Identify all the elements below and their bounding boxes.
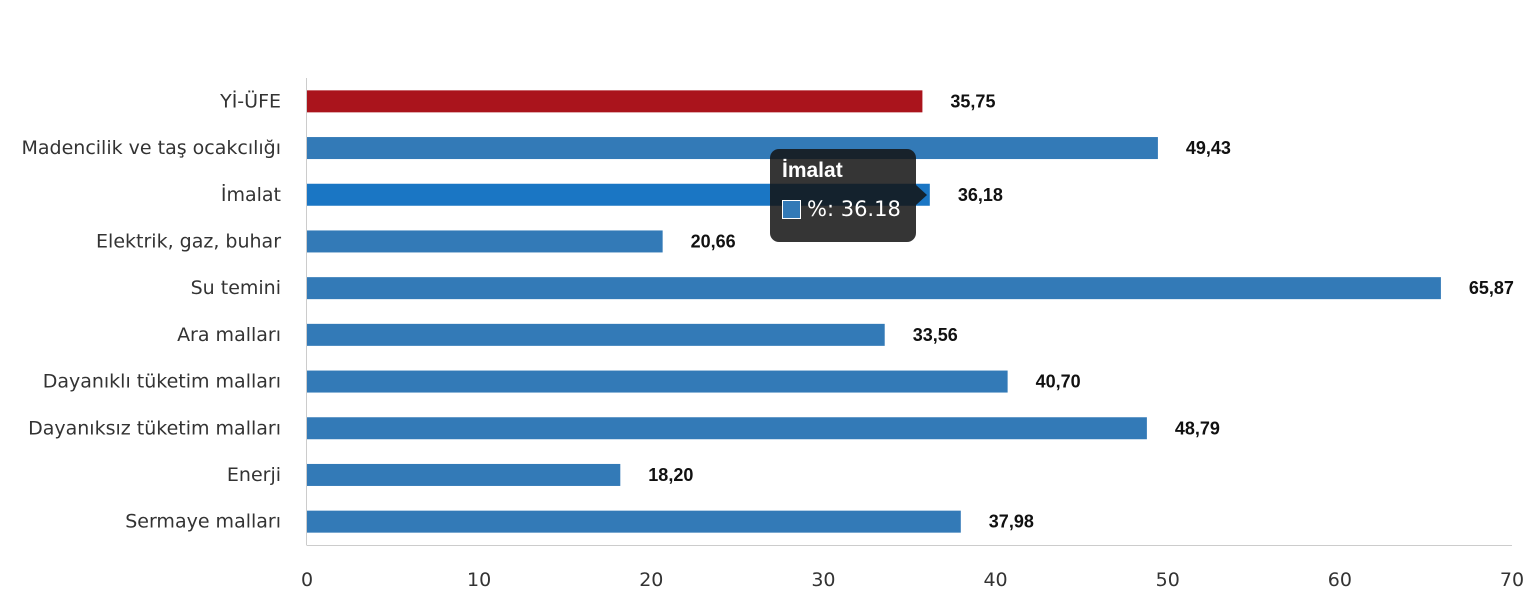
category-label-2: İmalat [221, 183, 281, 206]
value-label-6: 40,70 [1036, 372, 1081, 392]
bar-tooltip: İmalat %: 36.18 [770, 149, 927, 242]
value-label-2: 36,18 [958, 185, 1003, 205]
value-label-3: 20,66 [691, 231, 736, 251]
bars-group [307, 90, 1441, 533]
value-label-7: 48,79 [1175, 418, 1220, 438]
category-label-1: Madencilik ve taş ocakcılığı [22, 137, 282, 159]
x-axis-ticks: 0 10 20 30 40 50 60 70 [301, 569, 1524, 591]
value-label-4: 65,87 [1469, 278, 1514, 298]
category-label-4: Su temini [191, 277, 281, 299]
category-label-5: Ara malları [177, 324, 281, 346]
category-label-0: Yİ-ÜFE [219, 89, 281, 112]
labels-group: Yİ-ÜFE 35,75 Madencilik ve taş ocakcılığı 4… [22, 89, 1514, 532]
x-tick-label-2: 20 [639, 569, 663, 591]
tooltip-value: %: 36.18 [807, 197, 901, 221]
category-label-6: Dayanıklı tüketim malları [43, 371, 281, 393]
bar-3[interactable] [307, 230, 663, 253]
x-tick-label-5: 50 [1156, 569, 1180, 591]
tooltip-swatch [782, 199, 801, 219]
bar-5[interactable] [307, 323, 885, 346]
value-label-5: 33,56 [913, 325, 958, 345]
bar-6[interactable] [307, 370, 1008, 393]
x-tick-label-0: 0 [301, 569, 313, 591]
bar-7[interactable] [307, 417, 1147, 440]
value-label-0: 35,75 [950, 91, 995, 111]
x-tick-label-4: 40 [983, 569, 1007, 591]
bar-4[interactable] [307, 277, 1441, 300]
category-label-9: Sermaye malları [125, 511, 281, 533]
bar-9[interactable] [307, 510, 961, 533]
bar-1[interactable] [307, 137, 1158, 160]
value-label-1: 49,43 [1186, 138, 1231, 158]
bar-8[interactable] [307, 463, 621, 486]
x-tick-label-3: 30 [811, 569, 835, 591]
bar-0[interactable] [307, 90, 923, 113]
category-label-7: Dayanıksız tüketim malları [28, 417, 281, 439]
category-label-8: Enerji [227, 464, 281, 486]
value-label-9: 37,98 [989, 512, 1034, 532]
x-tick-label-1: 10 [467, 569, 491, 591]
x-tick-label-6: 60 [1328, 569, 1352, 591]
value-label-8: 18,20 [648, 465, 693, 485]
category-label-3: Elektrik, gaz, buhar [96, 230, 281, 252]
x-tick-label-7: 70 [1500, 569, 1524, 591]
tooltip-row: %: 36.18 [782, 197, 904, 221]
tooltip-title: İmalat [782, 159, 843, 182]
